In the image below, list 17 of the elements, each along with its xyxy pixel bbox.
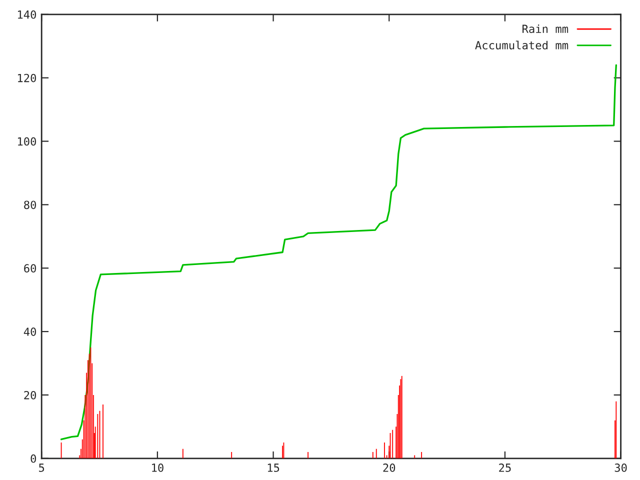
y-tick-label: 140 bbox=[18, 10, 36, 19]
x-tick-label: 30 bbox=[614, 464, 627, 472]
x-tick-label: 15 bbox=[268, 464, 280, 472]
y-tick-label: 60 bbox=[24, 264, 36, 273]
x-tick-label: 20 bbox=[383, 464, 396, 472]
y-tick-label: 120 bbox=[18, 74, 36, 82]
y-tick-label: 40 bbox=[24, 328, 36, 336]
legend-label: Rain mm bbox=[522, 24, 568, 34]
line-series bbox=[60, 64, 617, 440]
x-tick-label: 5 bbox=[39, 464, 44, 472]
y-tick-label: 20 bbox=[24, 390, 36, 400]
x-tick-label: 25 bbox=[499, 464, 511, 472]
legend-label: Accumulated mm bbox=[475, 40, 568, 50]
y-tick-label: 100 bbox=[18, 137, 36, 146]
x-tick-label: 10 bbox=[152, 464, 164, 472]
y-tick-label: 80 bbox=[24, 200, 36, 210]
y-tick-label: 0 bbox=[30, 454, 36, 463]
